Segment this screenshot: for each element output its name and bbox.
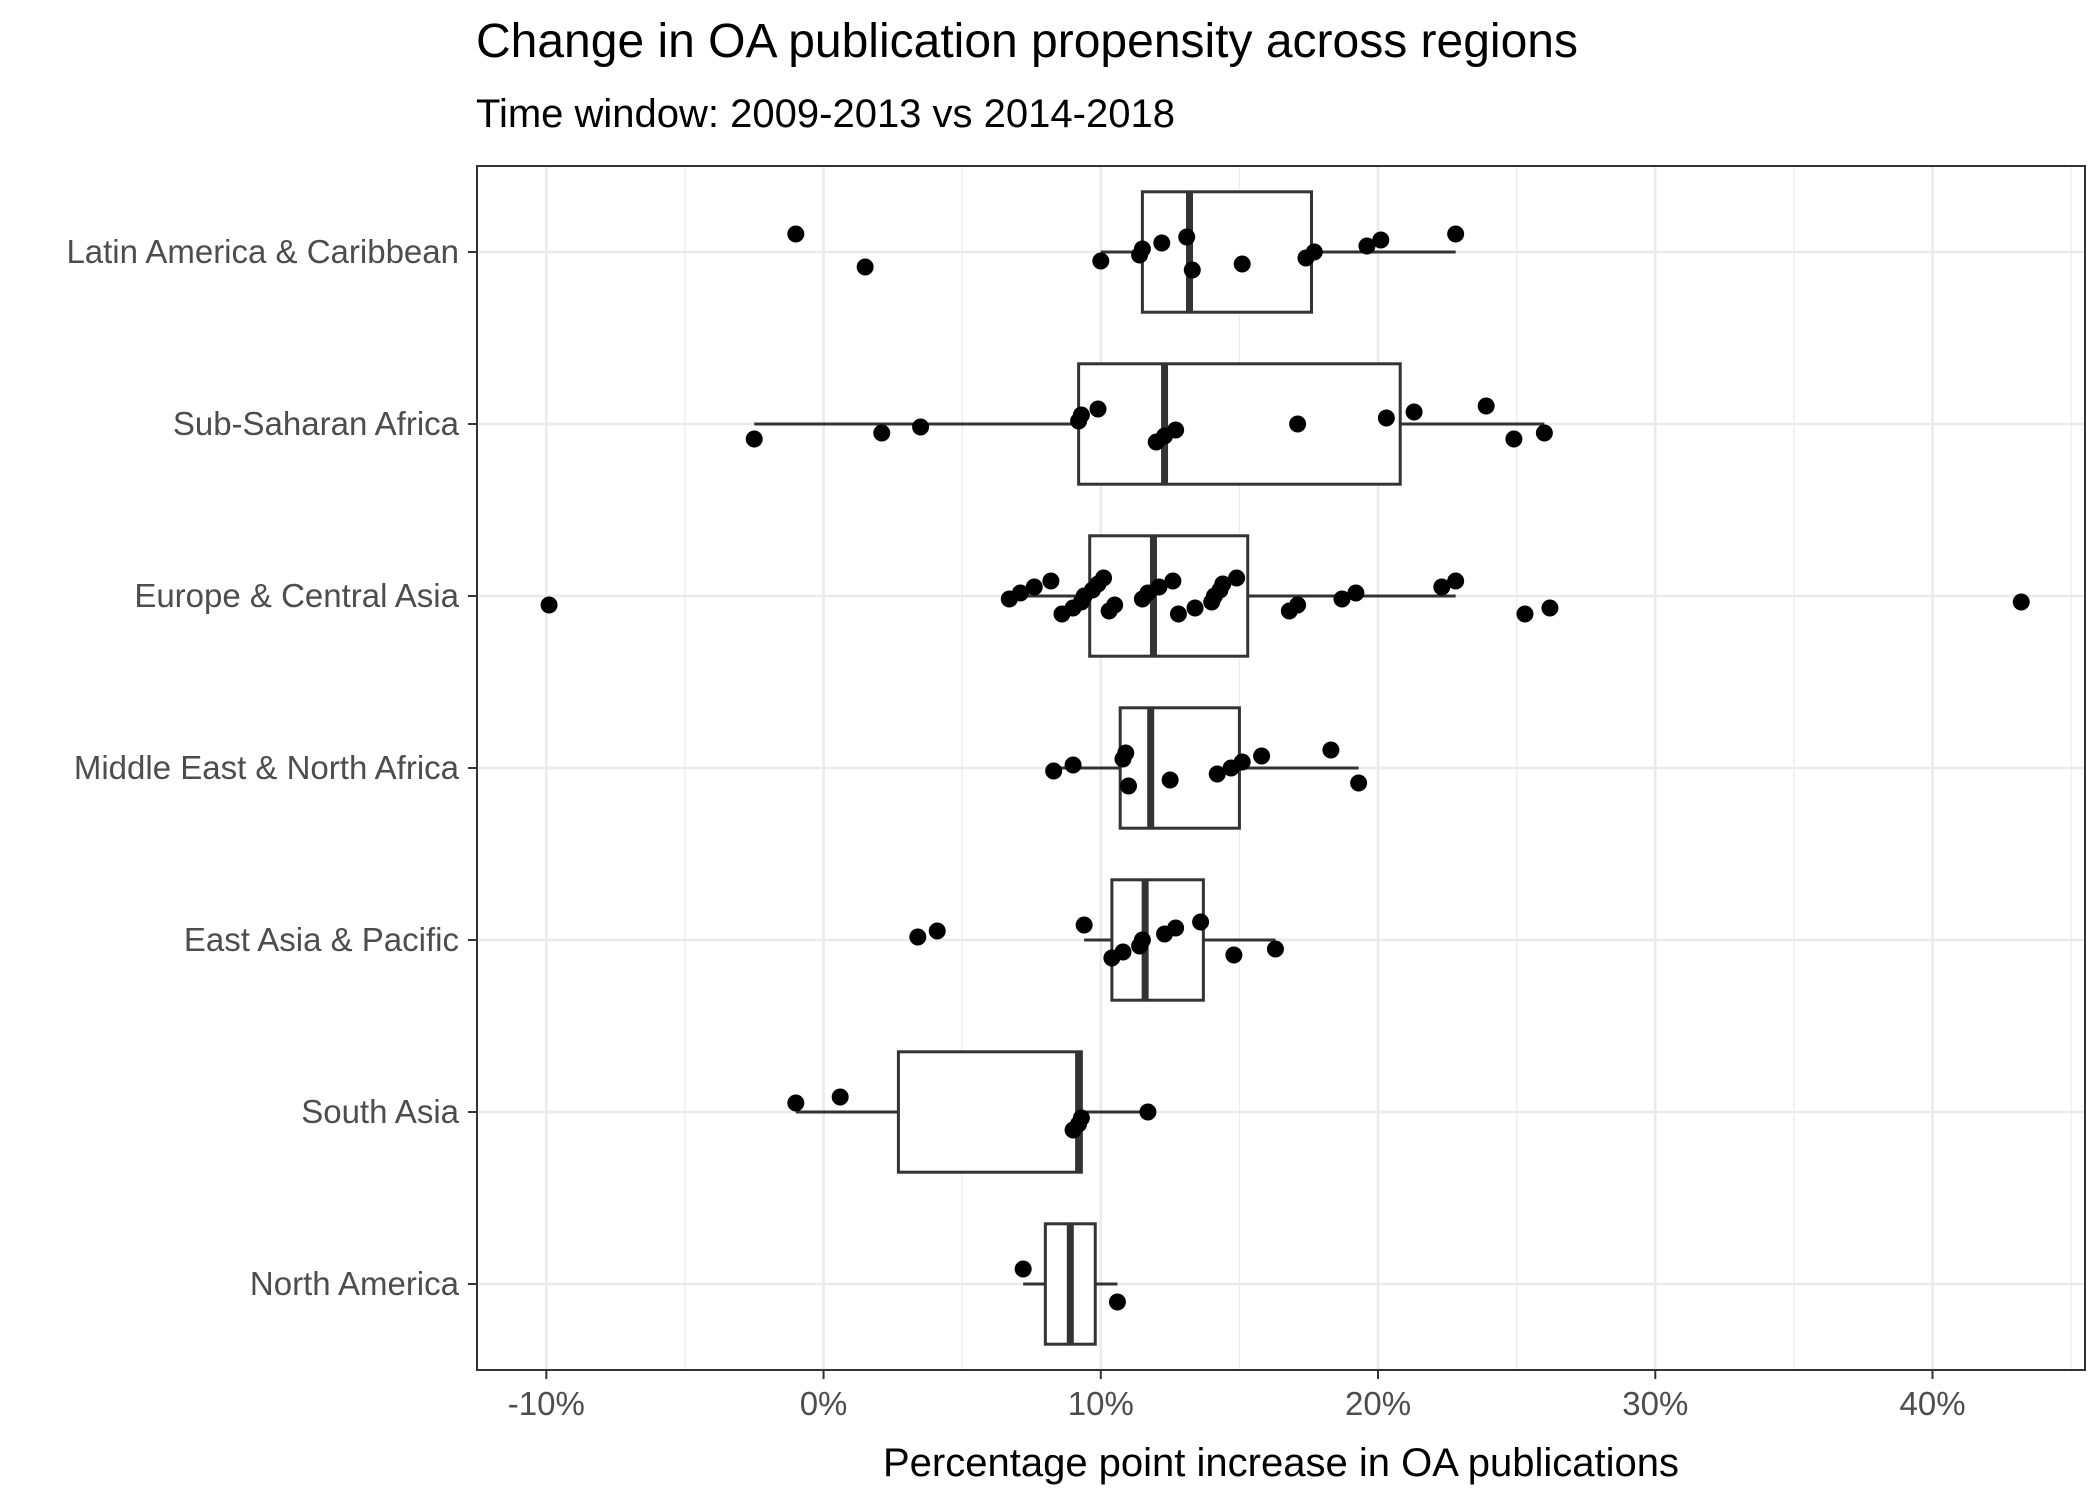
- data-point: [540, 596, 558, 614]
- data-point: [856, 258, 874, 276]
- data-point: [1447, 572, 1465, 590]
- data-point: [1505, 430, 1523, 448]
- data-point: [1541, 599, 1559, 617]
- box-layer: [754, 190, 1545, 1346]
- data-point: [1178, 228, 1196, 246]
- y-tick-label: Europe & Central Asia: [134, 577, 459, 614]
- box-iqr: [1110, 878, 1205, 1002]
- y-tick-label: Sub-Saharan Africa: [173, 405, 460, 442]
- data-point: [787, 225, 805, 243]
- data-point: [1164, 572, 1182, 590]
- data-point: [1114, 943, 1132, 961]
- data-point: [1208, 765, 1226, 783]
- data-point: [1120, 777, 1138, 795]
- data-point: [1106, 596, 1124, 614]
- data-point: [1150, 578, 1168, 596]
- data-point: [1225, 946, 1243, 964]
- axis-layer: Latin America & Caribbean Sub-Saharan Afr…: [66, 233, 1965, 1422]
- data-point: [1433, 578, 1451, 596]
- data-point: [1535, 424, 1553, 442]
- data-point: [1322, 741, 1340, 759]
- y-tick-label: South Asia: [301, 1093, 459, 1130]
- data-point: [1228, 569, 1246, 587]
- data-point: [1064, 756, 1082, 774]
- data-point: [1266, 940, 1284, 958]
- data-point: [1011, 584, 1029, 602]
- data-point: [787, 1094, 805, 1112]
- data-point: [1089, 400, 1107, 418]
- data-point: [1117, 744, 1135, 762]
- data-point: [1045, 762, 1063, 780]
- data-point: [1133, 931, 1151, 949]
- data-point: [1075, 916, 1093, 934]
- data-point: [1377, 409, 1395, 427]
- y-tick-label: Middle East & North Africa: [74, 749, 460, 786]
- data-point: [873, 424, 891, 442]
- y-tick-label: East Asia & Pacific: [184, 921, 459, 958]
- box-iqr: [1140, 190, 1313, 314]
- data-point: [1233, 753, 1251, 771]
- data-point: [745, 430, 763, 448]
- data-point: [1092, 252, 1110, 270]
- data-point: [1072, 1109, 1090, 1127]
- data-point: [1139, 1103, 1157, 1121]
- data-point: [1161, 771, 1179, 789]
- data-point: [1447, 225, 1465, 243]
- data-point: [1186, 599, 1204, 617]
- data-point: [1133, 240, 1151, 258]
- data-point: [928, 922, 946, 940]
- data-point: [1358, 237, 1376, 255]
- y-tick-label: North America: [250, 1265, 460, 1302]
- data-point: [1347, 584, 1365, 602]
- data-point: [909, 928, 927, 946]
- data-point: [1072, 406, 1090, 424]
- data-point: [1014, 1260, 1032, 1278]
- x-tick-label: -10%: [508, 1385, 585, 1422]
- data-point: [831, 1088, 849, 1106]
- data-point: [1289, 596, 1307, 614]
- box-iqr: [896, 1050, 1083, 1174]
- box-iqr: [1077, 362, 1402, 486]
- data-point: [1350, 774, 1368, 792]
- chart-title: Change in OA publication propensity acro…: [476, 15, 1578, 68]
- data-point: [1233, 255, 1251, 273]
- data-point: [2012, 593, 2030, 611]
- data-point: [1253, 747, 1271, 765]
- data-point: [1153, 234, 1171, 252]
- chart-subtitle: Time window: 2009-2013 vs 2014-2018: [476, 92, 1175, 136]
- data-point: [1042, 572, 1060, 590]
- data-point: [1289, 415, 1307, 433]
- data-point: [1108, 1293, 1126, 1311]
- data-point: [1214, 575, 1232, 593]
- data-point: [1405, 403, 1423, 421]
- point-layer: [540, 225, 2030, 1311]
- data-point: [1333, 590, 1351, 608]
- x-tick-label: 0%: [800, 1385, 848, 1422]
- x-tick-label: 20%: [1345, 1385, 1411, 1422]
- data-point: [1305, 243, 1323, 261]
- x-axis-title: Percentage point increase in OA publicat…: [883, 1441, 1679, 1485]
- data-point: [1095, 569, 1113, 587]
- data-point: [1516, 605, 1534, 623]
- x-tick-label: 10%: [1068, 1385, 1134, 1422]
- data-point: [1169, 605, 1187, 623]
- data-point: [1192, 913, 1210, 931]
- data-point: [1183, 261, 1201, 279]
- x-tick-label: 30%: [1622, 1385, 1688, 1422]
- data-point: [1025, 578, 1043, 596]
- data-point: [1477, 397, 1495, 415]
- x-tick-label: 40%: [1899, 1385, 1965, 1422]
- data-point: [1167, 421, 1185, 439]
- data-point: [1167, 919, 1185, 937]
- data-point: [1372, 231, 1390, 249]
- data-point: [912, 418, 930, 436]
- y-tick-label: Latin America & Caribbean: [66, 233, 459, 270]
